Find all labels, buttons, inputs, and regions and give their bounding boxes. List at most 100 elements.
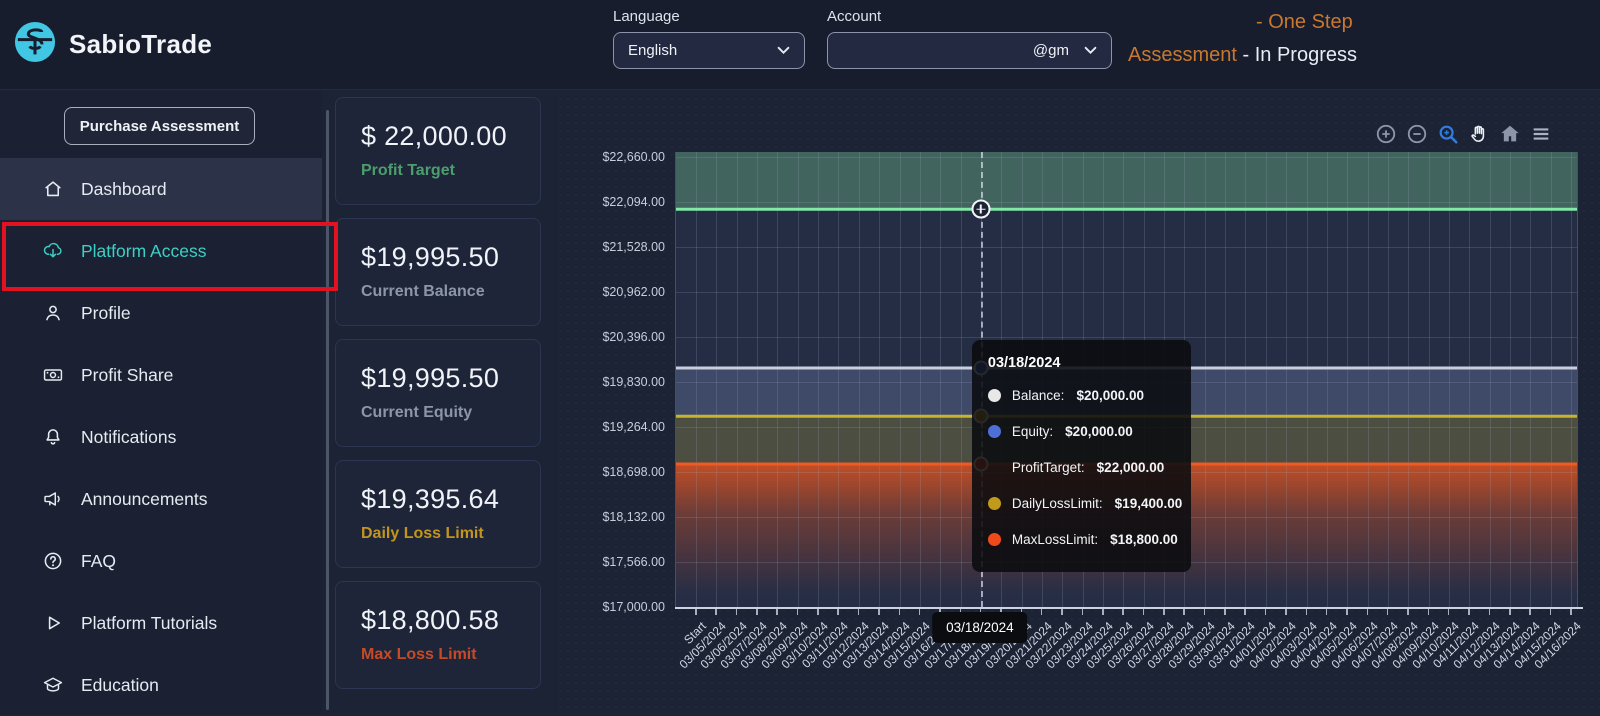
x-axis-tickmark	[776, 609, 778, 615]
sidebar-item-label: Notifications	[81, 426, 177, 447]
sidebar-item-education[interactable]: Education	[0, 654, 322, 716]
x-axis-tickmark	[1386, 609, 1389, 615]
sidebar-item-notifications[interactable]: Notifications	[0, 406, 322, 468]
tooltip-row-equity-: Equity: $20,000.00	[987, 424, 1175, 439]
modebar-box-zoom-button[interactable]	[1437, 123, 1459, 145]
modebar-pan-button[interactable]	[1468, 123, 1490, 145]
gridline-vertical	[757, 152, 759, 607]
assessment-status-line1: - One Step	[1256, 11, 1353, 33]
chart-marker-profittarget	[971, 199, 991, 219]
sidebar-item-platform-tutorials[interactable]: Platform Tutorials	[0, 592, 322, 654]
stat-card-profit-target: $ 22,000.00 Profit Target	[335, 97, 541, 205]
modebar-zoom-in-button[interactable]	[1375, 123, 1397, 145]
gridline-vertical	[940, 152, 942, 607]
sidebar-item-profit-share[interactable]: Profit Share	[0, 344, 322, 406]
chevron-down-icon	[1084, 42, 1097, 59]
stats-column: $ 22,000.00 Profit Target $19,995.50 Curren…	[335, 97, 541, 702]
x-axis-tickmark	[1366, 609, 1369, 615]
account-select[interactable]: @gm	[827, 32, 1112, 69]
modebar-zoom-out-button[interactable]	[1406, 123, 1428, 145]
chart-modebar	[1375, 123, 1552, 145]
gridline-vertical	[879, 152, 881, 607]
tooltip-row-label: DailyLossLimit:	[1011, 496, 1103, 511]
assessment-status-line2: Assessment - In Progress	[1128, 44, 1357, 66]
tooltip-date: 03/18/2024	[987, 355, 1061, 371]
stat-card-label: Current Balance	[361, 283, 485, 300]
language-label: Language	[613, 8, 680, 25]
tooltip-row-label: ProfitTarget:	[1011, 460, 1085, 475]
gridline-vertical	[1489, 152, 1491, 607]
gridline-vertical	[919, 152, 921, 607]
stat-card-label: Daily Loss Limit	[361, 525, 484, 542]
y-axis-tick-label: $22,094.00	[602, 195, 665, 209]
x-axis-tickmark	[1040, 609, 1043, 615]
x-axis-tickmark	[837, 609, 839, 615]
home-icon	[42, 178, 64, 200]
sidebar-item-profile[interactable]: Profile	[0, 282, 322, 344]
gridline-vertical	[1408, 152, 1410, 607]
tooltip-row-value: $18,800.00	[1110, 532, 1178, 547]
language-field: Language English	[613, 8, 805, 69]
x-axis-tickmark	[817, 609, 819, 615]
modebar-menu-button[interactable]	[1530, 123, 1552, 145]
x-axis-tickmark	[1183, 609, 1185, 615]
bell-icon	[42, 426, 64, 448]
y-axis-tick-label: $21,528.00	[602, 240, 665, 254]
x-axis-tickmark	[1305, 609, 1307, 615]
tooltip-row-maxlosslimit-: MaxLossLimit: $18,800.00	[987, 532, 1178, 547]
sidebar-item-announcements[interactable]: Announcements	[0, 468, 322, 530]
chart-x-hover-label: 03/18/2024	[932, 612, 1028, 643]
sidebar: Purchase Assessment Dashboard Platform Ac…	[0, 90, 329, 716]
tooltip-row-label: Balance:	[1011, 388, 1065, 403]
y-axis-tick-label: $18,132.00	[602, 510, 665, 524]
account-label: Account	[827, 8, 882, 25]
gridline-horizontal	[676, 247, 1577, 248]
gridline-vertical	[1265, 152, 1267, 607]
gridline-vertical	[1286, 152, 1288, 607]
equity-chart: 03/18/2024 Balance: $20,000.00 Equity: $20,…	[556, 95, 1600, 714]
x-axis-tickmark	[735, 609, 738, 615]
gridline-horizontal	[676, 292, 1577, 293]
tooltip-row-profittarget-: ProfitTarget: $22,000.00	[988, 460, 1175, 475]
x-axis-tickmark	[1203, 609, 1206, 615]
x-axis-tickmark	[857, 609, 860, 615]
brand[interactable]: SabioTrade	[14, 21, 212, 68]
gridline-vertical	[1204, 152, 1206, 607]
stat-card-current-balance: $19,995.50 Current Balance	[335, 218, 541, 326]
tooltip-series-dot	[987, 425, 1001, 438]
gridline-vertical	[1550, 152, 1552, 607]
language-select[interactable]: English	[613, 32, 805, 69]
x-axis-tickmark	[1447, 609, 1450, 615]
gridline-vertical	[818, 152, 820, 607]
question-circle-icon	[42, 550, 64, 572]
tooltip-row-value: $22,000.00	[1096, 460, 1165, 475]
tooltip-row-dailylosslimit-: DailyLossLimit: $19,400.00	[987, 496, 1182, 511]
gridline-vertical	[858, 152, 860, 607]
sidebar-item-dashboard[interactable]: Dashboard	[0, 158, 322, 220]
x-axis-tickmark	[1346, 609, 1348, 615]
x-axis-tickmark	[1427, 609, 1430, 615]
purchase-assessment-button[interactable]: Purchase Assessment	[64, 107, 255, 145]
tooltip-row-value: $20,000.00	[1065, 424, 1133, 439]
x-axis-tickmark	[1529, 609, 1531, 615]
x-axis-tickmark	[1285, 609, 1287, 615]
sidebar-scrollbar[interactable]	[326, 110, 329, 710]
gridline-vertical	[1530, 152, 1532, 607]
profit-target-band	[676, 152, 1577, 210]
modebar-reset-home-button[interactable]	[1499, 123, 1521, 145]
gridline-vertical	[777, 152, 779, 607]
tooltip-row-balance-: Balance: $20,000.00	[987, 388, 1175, 403]
gridline-vertical	[1571, 152, 1573, 607]
sidebar-item-platform-access[interactable]: Platform Access	[0, 220, 322, 282]
sidebar-item-faq[interactable]: FAQ	[0, 530, 322, 592]
language-value: English	[628, 42, 678, 59]
gridline-vertical	[1469, 152, 1471, 607]
play-icon	[42, 612, 64, 634]
gridline-vertical	[1428, 152, 1430, 607]
y-axis-tick-label: $19,830.00	[602, 375, 665, 389]
person-icon	[42, 302, 64, 324]
gridline-horizontal	[676, 337, 1577, 338]
stat-card-label: Current Equity	[361, 404, 473, 421]
stat-card-value: $18,800.58	[361, 605, 500, 635]
x-axis-tickmark	[1407, 609, 1409, 615]
